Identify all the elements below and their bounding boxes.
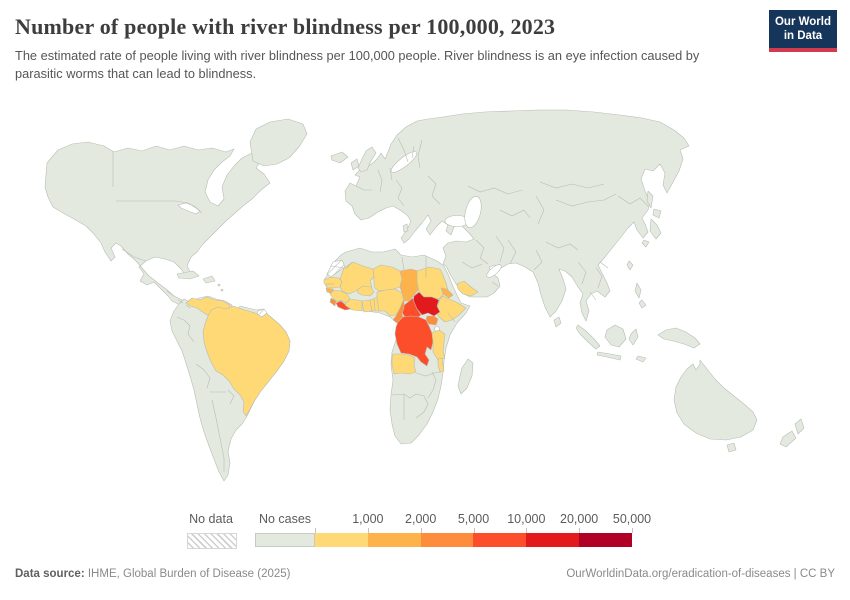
greenland[interactable] [249, 118, 308, 167]
header: Number of people with river blindness pe… [15, 14, 765, 83]
baltic-sea [390, 151, 418, 173]
sri-lanka[interactable] [553, 316, 562, 328]
borneo[interactable] [604, 324, 627, 348]
country-malawi[interactable] [437, 357, 445, 373]
country-sudan[interactable] [416, 266, 449, 300]
philippines-south[interactable] [638, 299, 647, 309]
continent-north-america[interactable] [44, 141, 271, 312]
legend-bucket-labels: 1,000 2,000 5,000 10,000 20,000 50,000 [0, 512, 850, 542]
caspian-sea [464, 196, 482, 228]
map-legend: No data No cases 1,000 2,000 5,000 10,000 20… [0, 512, 850, 552]
legend-no-data-swatch[interactable] [187, 533, 237, 549]
country-chad[interactable] [399, 268, 420, 302]
credit-link[interactable]: OurWorldinData.org/eradication-of-diseas… [566, 568, 835, 580]
country-yemen[interactable] [456, 280, 479, 297]
new-zealand-north[interactable] [794, 418, 805, 435]
sulawesi[interactable] [628, 328, 639, 346]
country-ethiopia[interactable] [435, 295, 467, 323]
taiwan[interactable] [626, 260, 634, 271]
new-guinea[interactable] [657, 327, 701, 349]
great-lakes [177, 202, 201, 215]
country-burkina-faso[interactable] [356, 285, 375, 297]
legend-bucket-swatch[interactable] [315, 533, 368, 547]
legend-bucket-swatch[interactable] [420, 533, 474, 547]
tasmania[interactable] [726, 442, 737, 453]
legend-tick [420, 528, 422, 533]
antilles-island[interactable] [220, 288, 224, 292]
legend-bucket-swatch[interactable] [473, 533, 527, 547]
legend-bucket-swatch[interactable] [579, 533, 632, 547]
great-britain[interactable] [357, 146, 377, 173]
hispaniola[interactable] [202, 275, 216, 284]
continent-eurasia[interactable] [344, 109, 690, 322]
country-brazil[interactable] [202, 305, 291, 417]
new-zealand-south[interactable] [779, 430, 797, 448]
legend-bucket-label: 5,000 [457, 512, 490, 526]
legend-tick [632, 528, 633, 533]
country-tanzania[interactable] [431, 329, 446, 361]
data-source-line: Data source: IHME, Global Burden of Dise… [15, 568, 291, 580]
data-source-prefix: Data source: [15, 568, 85, 580]
sardinia[interactable] [402, 223, 409, 233]
legend-tick [526, 528, 528, 533]
owid-logo[interactable]: Our World in Data [769, 10, 837, 52]
legend-bucket-label: 20,000 [560, 512, 599, 526]
legend-bucket-label: 50,000 [612, 512, 652, 526]
country-cameroon[interactable] [392, 300, 405, 324]
hokkaido[interactable] [652, 208, 662, 219]
antilles-island[interactable] [217, 283, 221, 287]
country-senegal[interactable] [323, 276, 343, 289]
legend-no-cases-label: No cases [258, 512, 312, 526]
cuba[interactable] [176, 270, 200, 280]
legend-tick [367, 528, 369, 533]
data-source-text: IHME, Global Burden of Disease (2025) [84, 568, 291, 580]
country-french-guiana[interactable] [256, 308, 268, 318]
country-central-african-republic[interactable] [400, 297, 422, 319]
madagascar[interactable] [457, 358, 474, 395]
legend-no-data-label: No data [189, 512, 233, 526]
sakhalin[interactable] [646, 190, 654, 209]
kyushu[interactable] [641, 239, 650, 248]
legend-bucket-label: 10,000 [507, 512, 546, 526]
legend-bucket-swatch[interactable] [367, 533, 421, 547]
iceland[interactable] [330, 151, 349, 164]
persian-gulf [486, 264, 502, 278]
inland-seas [177, 151, 502, 332]
legend-tick [473, 528, 475, 533]
legend-no-cases-swatch[interactable] [255, 533, 315, 547]
legend-bucket-swatch[interactable] [526, 533, 580, 547]
legend-color-ramp [315, 533, 632, 547]
sumatra[interactable] [575, 324, 601, 350]
choropleth-countries [185, 259, 479, 417]
timor[interactable] [635, 355, 647, 363]
country-eritrea[interactable] [440, 287, 454, 299]
country-cote-divoire[interactable] [344, 298, 363, 312]
page-title: Number of people with river blindness pe… [15, 14, 556, 39]
ireland[interactable] [350, 158, 360, 171]
page-subtitle: The estimated rate of people living with… [15, 48, 700, 82]
legend-tick [315, 528, 316, 533]
legend-tick [579, 528, 581, 533]
owid-logo-line2: in Data [783, 30, 823, 43]
country-democratic-republic-of-congo[interactable] [394, 315, 434, 367]
country-western-sahara[interactable] [326, 259, 346, 278]
legend-bucket-label: 1,000 [352, 512, 384, 526]
honshu[interactable] [649, 218, 662, 240]
owid-logo-line1: Our World [774, 16, 831, 28]
philippines[interactable] [634, 282, 642, 299]
legend-bucket-label: 2,000 [405, 512, 437, 526]
australia[interactable] [673, 359, 758, 441]
country-sierra-leone[interactable] [329, 297, 337, 307]
java[interactable] [596, 351, 622, 361]
country-mali[interactable] [339, 261, 375, 295]
country-angola[interactable] [391, 353, 417, 375]
country-borders [112, 137, 649, 472]
